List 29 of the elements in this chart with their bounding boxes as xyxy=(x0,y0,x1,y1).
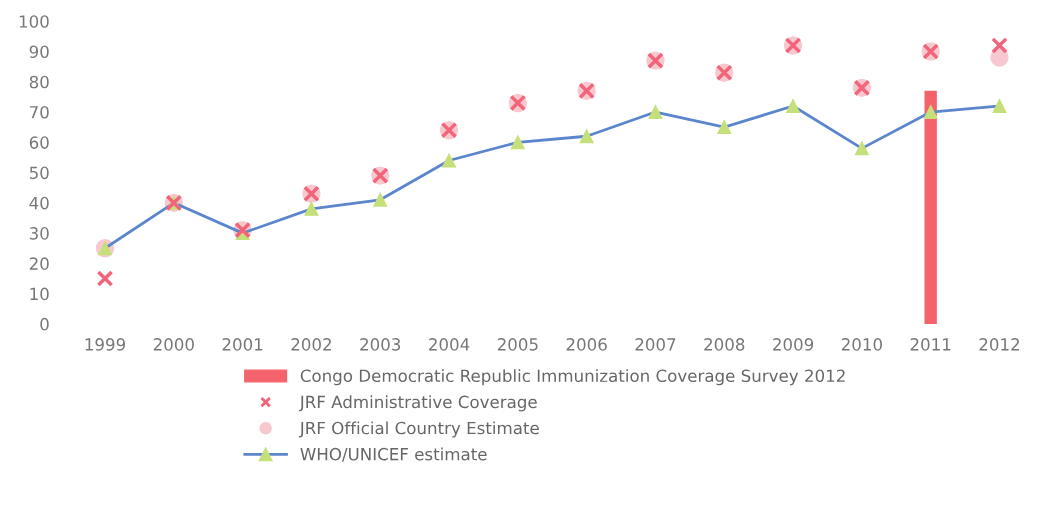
legend-label: JRF Official Country Estimate xyxy=(298,421,539,438)
x-tick-label: 2007 xyxy=(635,338,676,351)
y-tick-label: 30 xyxy=(29,227,49,240)
x-tick-label: 2003 xyxy=(360,338,401,351)
x-tick-label: 2004 xyxy=(429,338,470,351)
x-tick-label: 2005 xyxy=(497,338,538,351)
y-tick-label: 90 xyxy=(29,45,49,59)
x-tick-label: 2009 xyxy=(773,338,814,351)
x-tick-label: 2006 xyxy=(566,338,607,351)
y-tick-label: 80 xyxy=(29,75,49,89)
legend-label: Congo Democratic Republic Immunization Coverage Survey 2012 xyxy=(300,369,845,386)
x-tick-label: 2010 xyxy=(841,338,882,351)
y-tick-label: 100 xyxy=(19,15,49,28)
y-tick-label: 50 xyxy=(29,166,49,180)
x-tick-label: 2008 xyxy=(704,338,745,351)
x-tick-label: 2000 xyxy=(153,338,194,351)
y-tick-label: 40 xyxy=(29,196,49,210)
x-tick-label: 1999 xyxy=(85,338,126,351)
x-tick-label: 2012 xyxy=(979,338,1020,351)
x-tick-label: 2001 xyxy=(222,338,263,351)
legend-label: JRF Administrative Coverage xyxy=(298,395,537,412)
y-tick-label: 70 xyxy=(29,106,49,119)
y-tick-label: 0 xyxy=(40,317,49,331)
legend-label: WHO/UNICEF estimate xyxy=(300,447,487,462)
x-tick-label: 2002 xyxy=(291,338,331,351)
y-tick-label: 10 xyxy=(30,287,49,301)
y-tick-label: 20 xyxy=(29,257,49,270)
x-tick-label: 2011 xyxy=(910,338,951,351)
y-tick-label: 60 xyxy=(29,136,49,149)
